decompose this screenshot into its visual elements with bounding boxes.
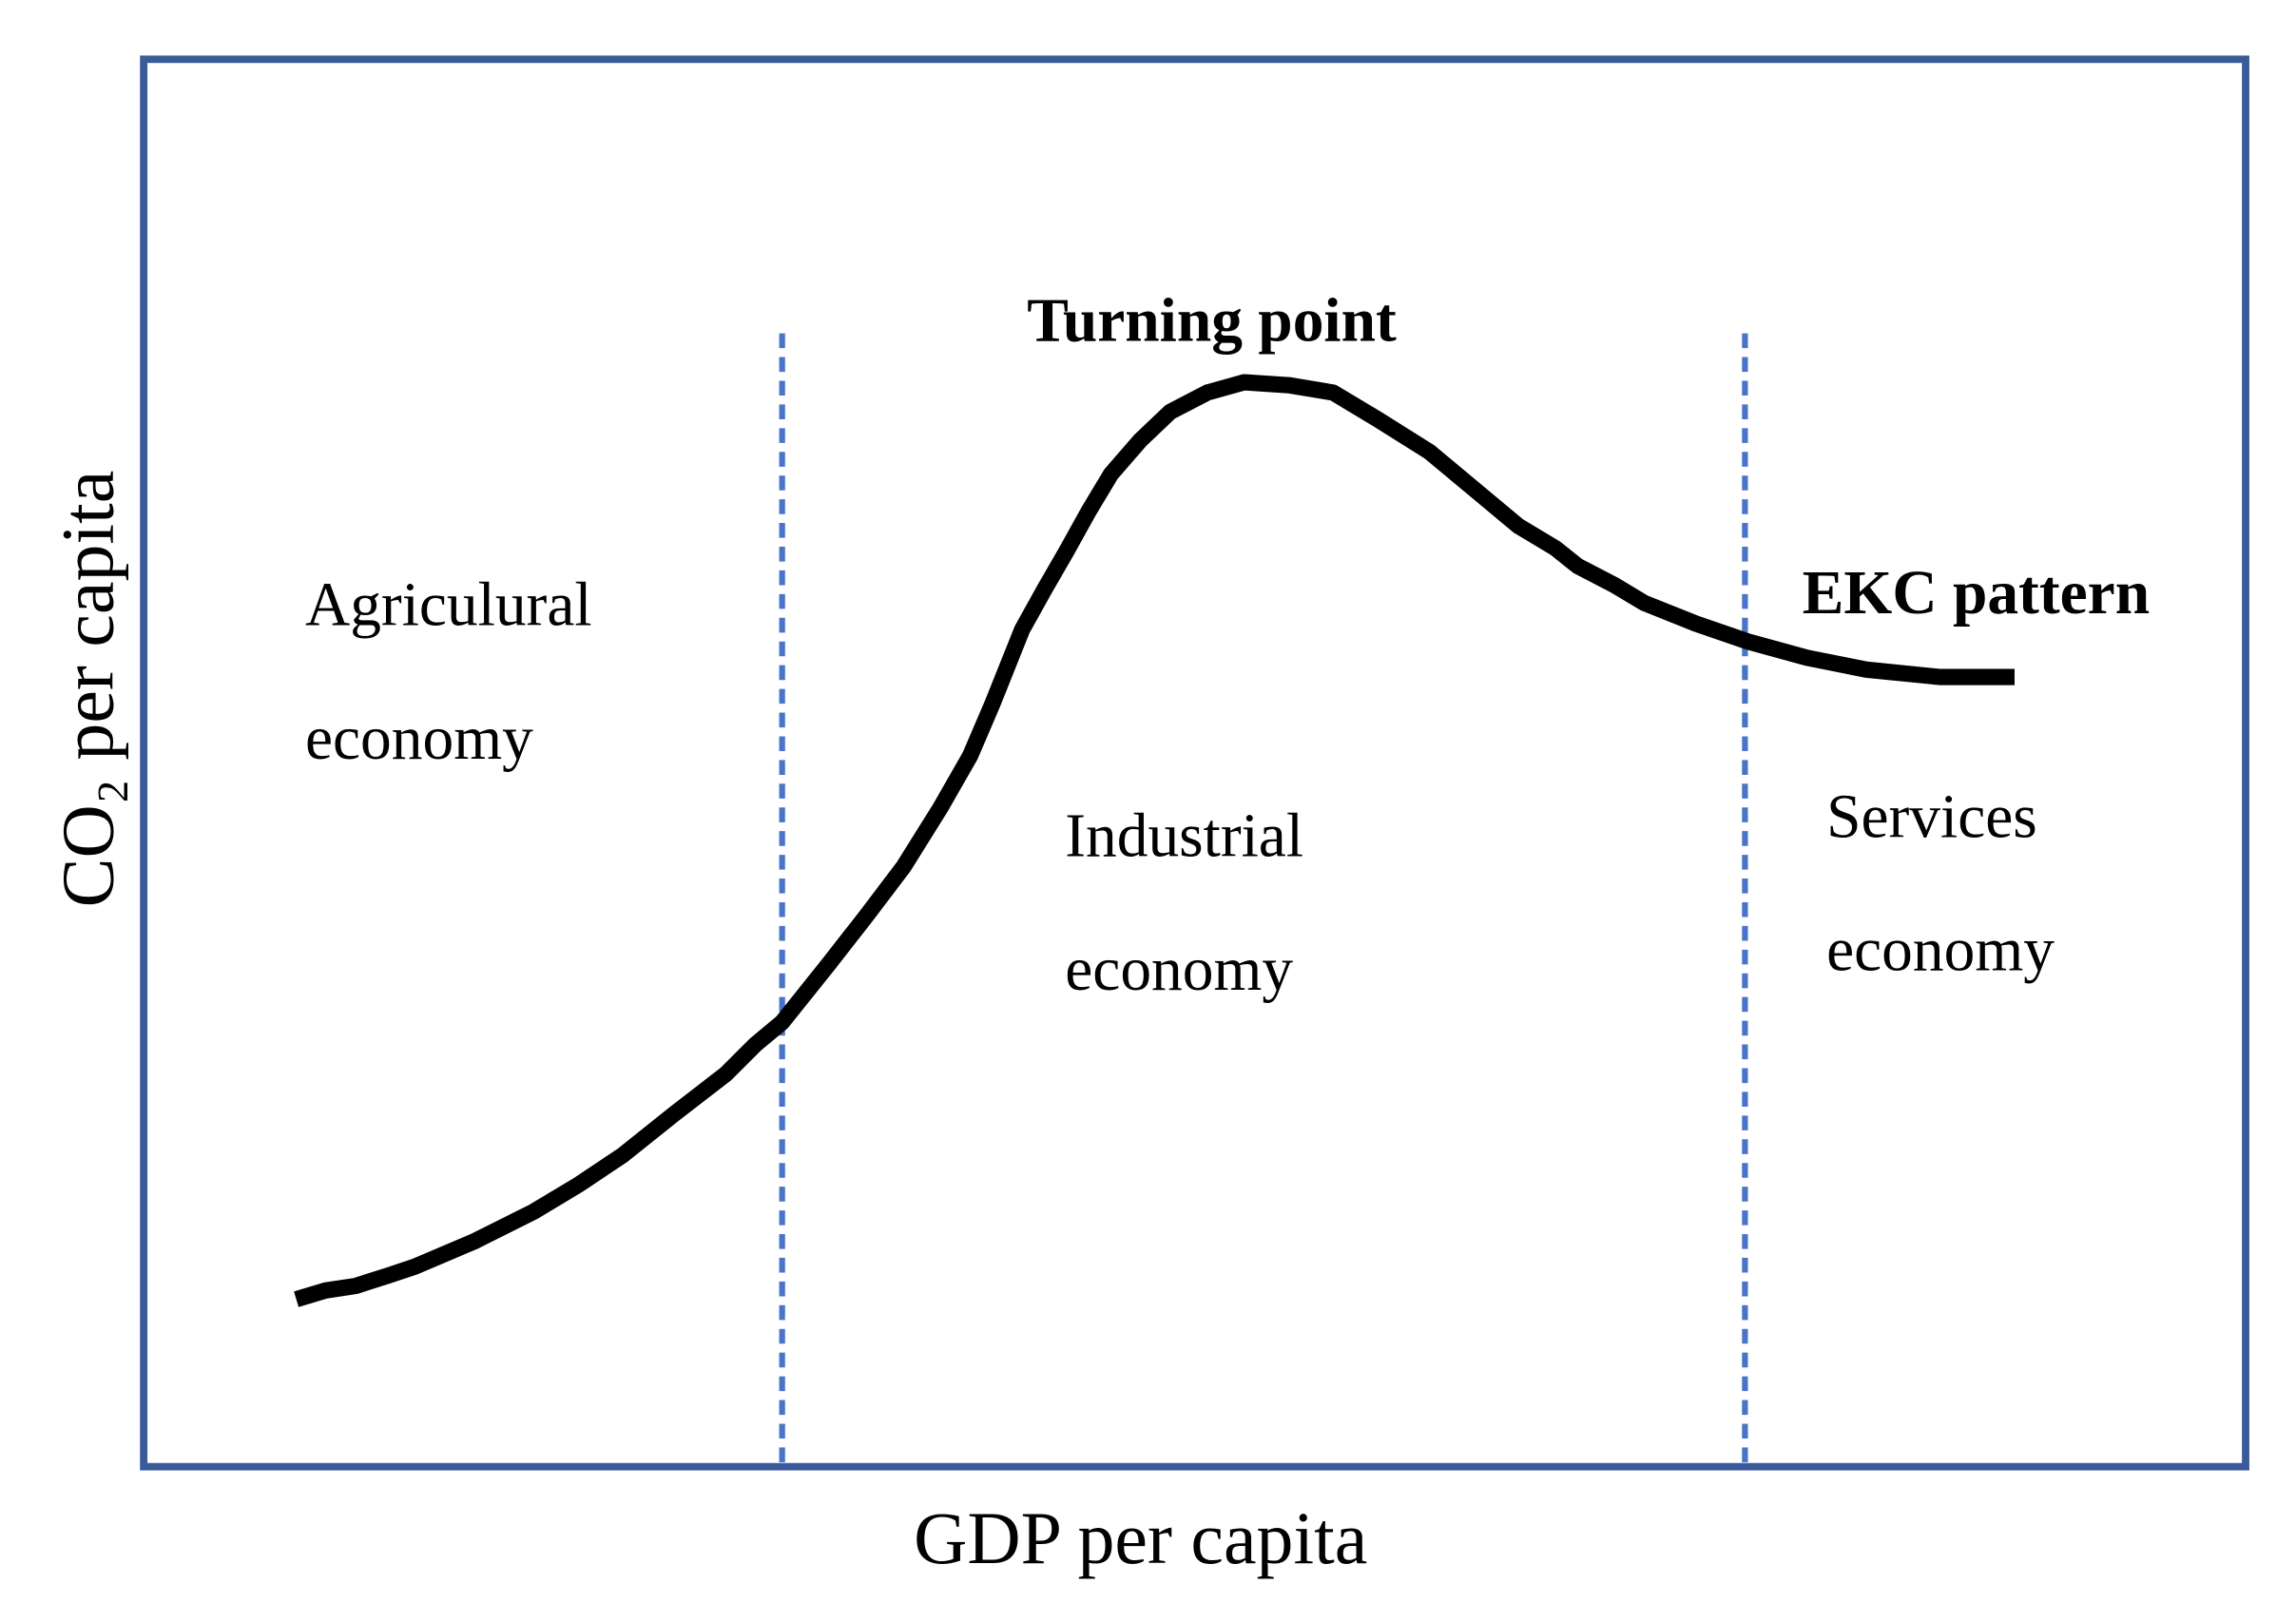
region-label: Services xyxy=(1826,782,2037,851)
turning-point-label: Turning point xyxy=(1027,286,1397,355)
region-label: Agriculural xyxy=(305,571,592,640)
region-label: economy xyxy=(1065,936,1293,1004)
region-label: Industrial xyxy=(1065,802,1303,871)
pattern-label: EKC pattern xyxy=(1803,559,2150,628)
frame xyxy=(140,55,2249,1471)
y-axis-label: CO₂ per capita xyxy=(47,471,128,908)
x-axis-label: GDP per capita xyxy=(914,1497,1367,1579)
region-label: economy xyxy=(305,705,533,773)
region-label: economy xyxy=(1826,917,2055,985)
ekc-curve xyxy=(294,374,2015,1307)
